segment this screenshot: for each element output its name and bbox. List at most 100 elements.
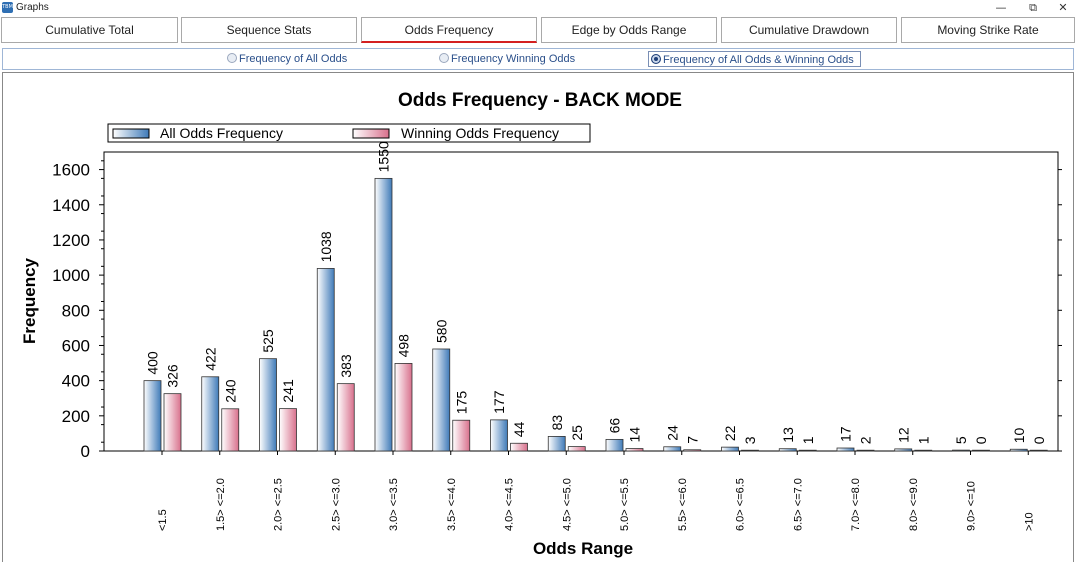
odds-frequency-chart: Odds Frequency - BACK MODE All Odds Freq… — [20, 90, 1062, 558]
bar-all-odds — [374, 177, 393, 452]
bar-winning-odds — [914, 449, 933, 452]
bar-all-odds — [778, 448, 797, 452]
data-label-winning-odds: 7 — [684, 436, 700, 444]
radio-frequency-all-and-winning[interactable]: Frequency of All Odds & Winning Odds — [648, 51, 861, 67]
x-tick-label: 3.5> <=4.0 — [446, 478, 458, 531]
tab-bar: Cumulative Total Sequence Stats Odds Fre… — [0, 17, 1076, 44]
y-tick-label: 1400 — [52, 196, 90, 215]
bar-winning-odds — [798, 449, 817, 452]
x-tick-label: 5.5> <=6.0 — [677, 478, 689, 531]
bar-all-odds — [201, 376, 220, 452]
window-title: Graphs — [16, 2, 49, 13]
x-tick-label: 2.5> <=3.0 — [330, 478, 342, 531]
tab-odds-frequency[interactable]: Odds Frequency — [361, 17, 537, 43]
x-tick-label: <1.5 — [157, 509, 169, 531]
minimize-button[interactable]: — — [995, 1, 1007, 14]
data-label-winning-odds: 44 — [511, 421, 527, 437]
data-label-all-odds: 17 — [838, 426, 854, 442]
bar-all-odds — [143, 380, 162, 452]
tab-moving-strike-rate[interactable]: Moving Strike Rate — [901, 17, 1075, 43]
x-tick-label: 3.0> <=3.5 — [388, 478, 400, 531]
y-tick-label: 600 — [62, 336, 90, 355]
radio-label: Frequency of All Odds — [239, 53, 348, 65]
legend-box — [107, 123, 591, 143]
x-tick-label: 8.0> <=9.0 — [908, 478, 920, 531]
plot-area — [103, 151, 1059, 452]
x-axis: <1.5 1.5> <=2.0 2.0> <=2.5 2.5> <=3.0 3.0> <… — [157, 451, 1035, 531]
y-tick-label: 0 — [81, 442, 90, 461]
bar-all-odds — [894, 448, 913, 452]
data-label-all-odds: 83 — [549, 415, 565, 431]
y-tick-label: 800 — [62, 301, 90, 320]
data-label-all-odds: 177 — [491, 390, 507, 414]
data-label-winning-odds: 175 — [453, 391, 469, 415]
bar-winning-odds — [336, 383, 355, 452]
bar-winning-odds — [1029, 449, 1048, 452]
data-label-winning-odds: 14 — [627, 427, 643, 443]
y-tick-label: 1000 — [52, 266, 90, 285]
data-label-winning-odds: 2 — [858, 436, 874, 444]
bar-all-odds — [1009, 448, 1028, 452]
bar-winning-odds — [394, 363, 413, 452]
y-tick-label: 1600 — [52, 161, 90, 180]
data-label-all-odds: 580 — [433, 319, 449, 343]
bar-all-odds — [721, 446, 739, 452]
data-label-winning-odds: 241 — [280, 379, 296, 403]
data-label-all-odds: 525 — [260, 329, 276, 353]
tab-sequence-stats[interactable]: Sequence Stats — [181, 17, 357, 43]
radio-frequency-winning-odds[interactable]: Frequency Winning Odds — [439, 51, 575, 67]
close-button[interactable]: ✕ — [1058, 1, 1068, 14]
bar-winning-odds — [279, 408, 297, 452]
x-tick-label: 9.0> <=10 — [966, 481, 978, 531]
bar-winning-odds — [972, 449, 990, 452]
bar-winning-odds — [452, 419, 471, 452]
data-label-all-odds: 24 — [664, 425, 680, 441]
window-titlebar: TBM Graphs — ⧉ ✕ — [0, 0, 1076, 16]
bar-winning-odds — [221, 408, 240, 452]
data-label-all-odds: 22 — [722, 425, 738, 441]
bar-all-odds — [259, 358, 277, 452]
y-axis-label: Frequency — [20, 257, 39, 344]
x-tick-label: 2.0> <=2.5 — [273, 478, 285, 531]
bar-all-odds — [663, 446, 682, 452]
legend-swatch-all-odds — [112, 128, 150, 139]
x-axis-label: Odds Range — [533, 539, 633, 558]
bar-winning-odds — [163, 393, 182, 452]
bar-winning-odds — [567, 446, 586, 452]
y-tick-label: 1200 — [52, 231, 90, 250]
bar-winning-odds — [510, 442, 528, 452]
tab-cumulative-total[interactable]: Cumulative Total — [1, 17, 178, 43]
tab-edge-by-odds-range[interactable]: Edge by Odds Range — [541, 17, 717, 43]
tab-cumulative-drawdown[interactable]: Cumulative Drawdown — [721, 17, 897, 43]
radio-label: Frequency Winning Odds — [451, 53, 576, 65]
data-label-winning-odds: 498 — [396, 334, 412, 358]
data-label-all-odds: 13 — [780, 427, 796, 443]
x-tick-label: 4.5> <=5.0 — [561, 478, 573, 531]
bar-winning-odds — [625, 448, 644, 452]
data-label-winning-odds: 0 — [973, 436, 989, 444]
bar-all-odds — [316, 268, 335, 452]
y-tick-label: 400 — [62, 372, 90, 391]
radio-frequency-all-odds[interactable]: Frequency of All Odds — [227, 51, 347, 67]
data-label-winning-odds: 383 — [338, 354, 354, 378]
restore-button[interactable]: ⧉ — [1029, 1, 1037, 14]
chart-panel: Odds Frequency - BACK MODE All Odds Freq… — [2, 72, 1074, 562]
chart-title: Odds Frequency - BACK MODE — [398, 90, 682, 111]
app-icon: TBM — [2, 2, 13, 13]
bar-all-odds — [952, 449, 970, 452]
x-tick-label: 6.5> <=7.0 — [792, 478, 804, 531]
y-axis: 0 2 0 0 400 600 800 1000 1200 1400 1600 — [52, 160, 1062, 461]
data-label-all-odds: 10 — [1011, 427, 1027, 443]
data-label-all-odds: 400 — [145, 351, 161, 375]
x-tick-label: 7.0> <=8.0 — [850, 478, 862, 531]
frequency-mode-selector: Frequency of All Odds Frequency Winning … — [2, 48, 1074, 70]
data-label-winning-odds: 0 — [1031, 436, 1047, 444]
x-tick-label: 4.0> <=4.5 — [504, 478, 516, 531]
bar-winning-odds — [741, 449, 759, 452]
data-label-all-odds: 12 — [895, 427, 911, 443]
data-label-winning-odds: 3 — [742, 436, 758, 444]
radio-button-icon — [227, 53, 237, 63]
x-tick-label: 1.5> <=2.0 — [215, 478, 227, 531]
legend-label-all-odds: All Odds Frequency — [160, 125, 283, 141]
